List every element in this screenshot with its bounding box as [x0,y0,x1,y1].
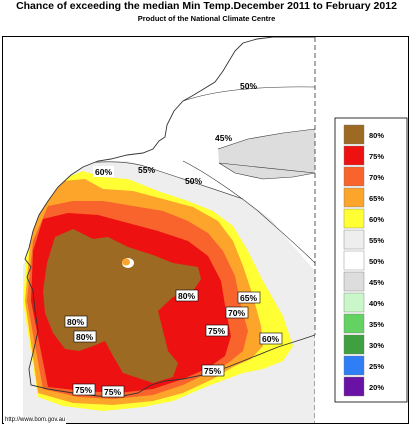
legend-label: 20% [369,383,384,392]
legend-swatch [343,208,365,229]
label-60-south: 60% [262,334,279,344]
label-75-sw1: 75% [75,385,92,395]
label-55: 55% [138,165,155,175]
label-50-mid: 50% [185,176,202,186]
label-80-west2: 80% [76,332,93,342]
source-url: http://www.bom.gov.au [4,417,67,424]
label-75-se: 75% [204,366,221,376]
label-80-east: 80% [178,291,195,301]
legend-swatch [343,124,365,145]
contour-labels: 50% 45% 55% 60% 50% 80% 65% 70% 80% 80% … [64,81,283,398]
legend-swatch [343,313,365,334]
legend-swatch [343,229,365,250]
map-frame: 50% 45% 55% 60% 50% 80% 65% 70% 80% 80% … [2,36,409,424]
legend-label: 60% [369,215,384,224]
legend-label: 30% [369,341,384,350]
legend-label: 35% [369,320,384,329]
label-45: 45% [215,133,232,143]
label-65: 65% [240,293,257,303]
legend-label: 50% [369,257,384,266]
legend-label: 25% [369,362,384,371]
label-70: 70% [228,308,245,318]
legend-swatch [343,334,365,355]
legend-swatch [343,355,365,376]
legend-swatch [343,166,365,187]
legend-swatch [343,250,365,271]
map-subtitle: Product of the National Climate Centre [137,14,276,23]
map-title: Chance of exceeding the median Min Temp.… [16,0,397,12]
legend-label: 45% [369,278,384,287]
label-75-sw2: 75% [104,387,121,397]
legend-label: 70% [369,173,384,182]
label-50-top: 50% [240,81,257,91]
label-75-mid: 75% [208,326,225,336]
label-80-west: 80% [67,317,84,327]
legend: 80% 75% 70% 65% 60% 55% 50% 45% 40% 35% 30% 25% 20% [334,117,408,403]
legend-label: 80% [369,131,384,140]
legend-swatch [343,187,365,208]
label-60-north: 60% [95,167,112,177]
legend-label: 55% [369,236,384,245]
probability-fill [23,37,315,423]
legend-label: 75% [369,152,384,161]
legend-label: 40% [369,299,384,308]
legend-swatch [343,376,365,397]
coastline [24,37,316,398]
legend-swatch [343,271,365,292]
map-canvas: 50% 45% 55% 60% 50% 80% 65% 70% 80% 80% … [3,37,408,423]
legend-swatch [343,145,365,166]
legend-swatch [343,292,365,313]
legend-label: 65% [369,194,384,203]
